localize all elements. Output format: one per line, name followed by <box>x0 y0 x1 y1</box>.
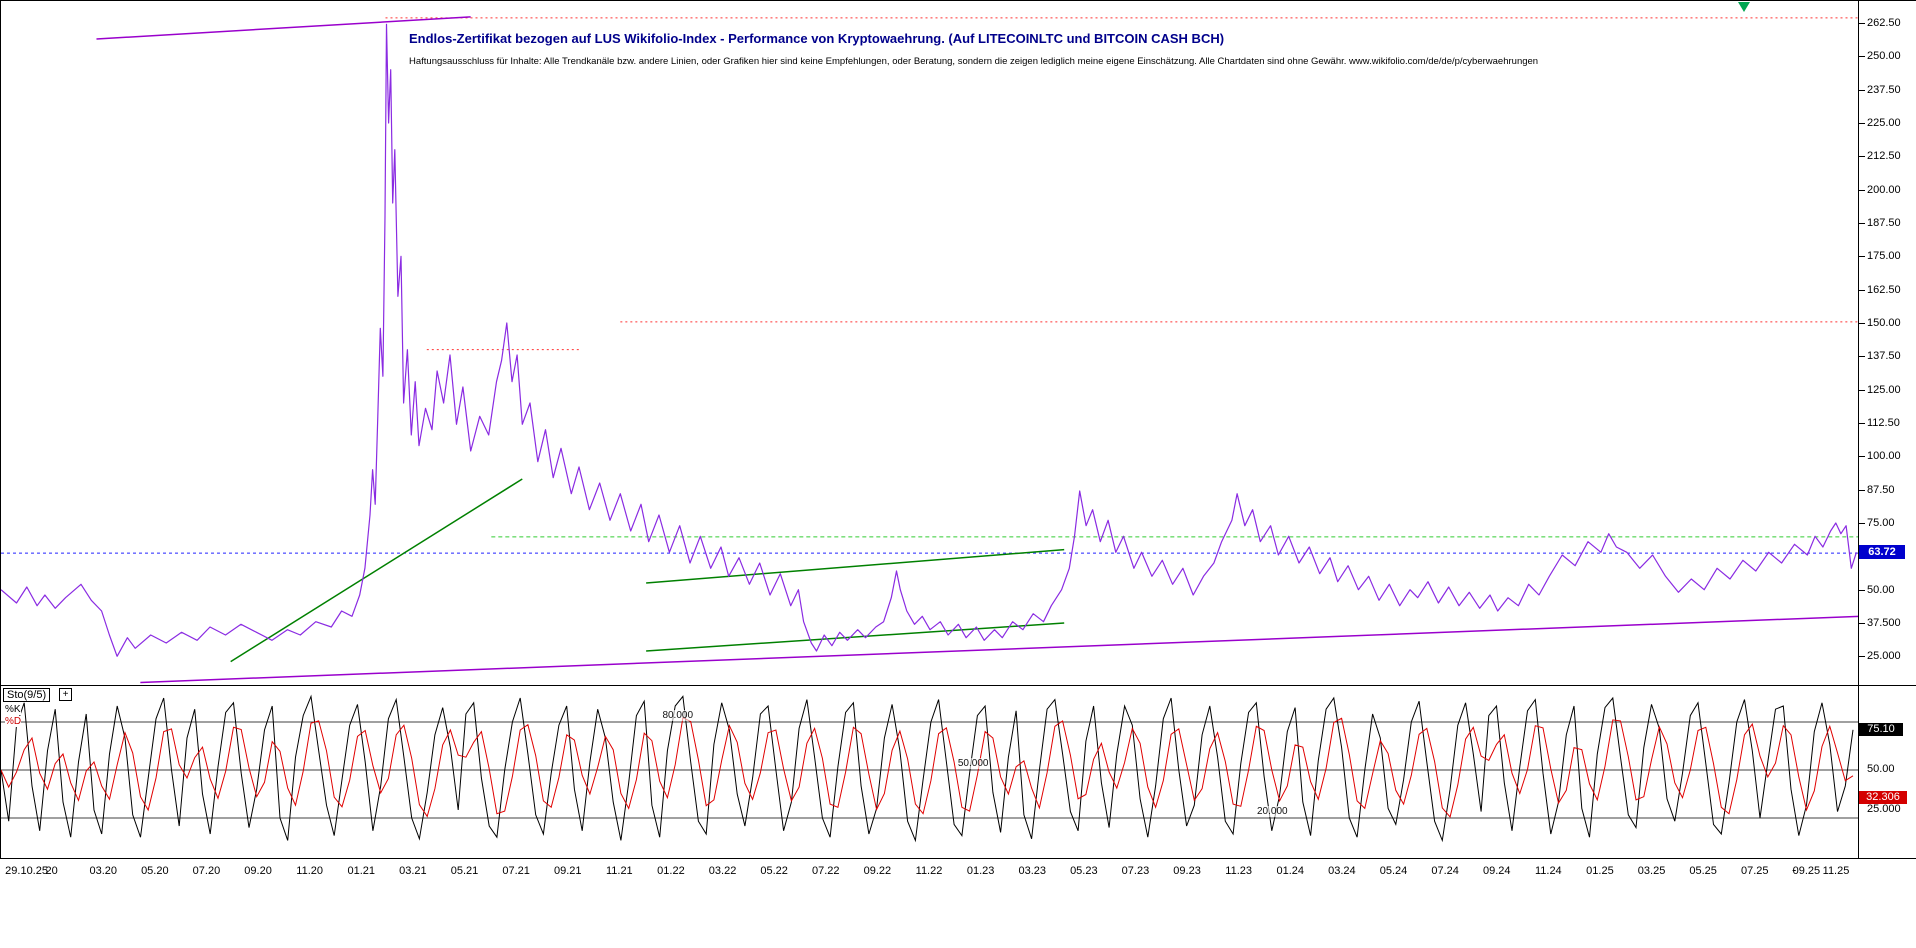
price-axis-label: 225.00 <box>1859 117 1901 129</box>
current-price-badge: 63.72 <box>1859 545 1905 560</box>
time-axis-label: 20 <box>45 865 58 877</box>
percent-k-label: %K <box>5 704 21 715</box>
chart-title: Endlos-Zertifikat bezogen auf LUS Wikifo… <box>409 31 1225 46</box>
time-axis-label: 03.20 <box>89 865 117 877</box>
time-axis-label: 05.20 <box>141 865 169 877</box>
time-axis-label: 05.23 <box>1070 865 1098 877</box>
time-axis-label: 07.20 <box>192 865 221 877</box>
price-axis-label: 125.00 <box>1859 383 1901 396</box>
time-axis-label: 09.21 <box>553 865 582 877</box>
trend-line <box>230 478 523 663</box>
price-axis-label: 137.50 <box>1859 350 1901 363</box>
time-axis-label: 05.21 <box>450 865 479 877</box>
time-axis-label: 11.23 <box>1225 865 1253 877</box>
time-axis-label: 11.22 <box>915 865 943 877</box>
price-axis-label: 75.00 <box>1859 517 1895 529</box>
time-axis-label: 11.21 <box>605 865 633 877</box>
price-axis-label: 162.50 <box>1859 283 1901 296</box>
price-axis-label: 100.00 <box>1859 450 1901 463</box>
trend-line <box>96 16 471 40</box>
stochastic-canvas[interactable] <box>1 686 1859 858</box>
stochastic-axis: 75.10 50.00 32.306 25.000 <box>1858 685 1916 859</box>
price-axis-label: 212.50 <box>1859 150 1901 163</box>
time-axis-label: 11.25 <box>1822 865 1850 877</box>
sto-level-label: 20.000 <box>1257 806 1288 817</box>
time-axis-label: 11.20 <box>296 865 324 877</box>
time-axis-label: 01.22 <box>657 865 685 877</box>
time-axis-label: 03.23 <box>1018 865 1046 877</box>
time-axis-label: 07.24 <box>1431 865 1459 877</box>
time-axis-label: 01.25 <box>1586 865 1614 877</box>
percent-d-label: %D <box>5 716 22 727</box>
trend-line <box>646 622 1065 652</box>
time-axis-label: 11.24 <box>1534 865 1562 877</box>
price-axis-label: 50.00 <box>1859 583 1895 596</box>
price-axis-label: 37.500 <box>1859 617 1901 629</box>
time-axis-label: 29.10.25 <box>5 865 48 877</box>
indicator-expand-button[interactable]: + <box>59 688 72 701</box>
price-axis-label: 175.00 <box>1859 250 1901 263</box>
price-axis-label: 250.00 <box>1859 50 1901 63</box>
sto-axis-label: 50.00 <box>1867 763 1895 775</box>
price-axis-label: 112.50 <box>1859 417 1900 429</box>
time-axis-label: 03.21 <box>399 865 427 877</box>
price-axis-label: 237.50 <box>1859 83 1901 96</box>
sto-value-badge: 75.10 <box>1859 722 1903 736</box>
price-axis-label: 150.00 <box>1859 317 1901 329</box>
price-line-wikifolio-index-performance <box>1 23 1857 657</box>
time-axis-label: 05.24 <box>1379 865 1408 877</box>
sto-level-label: 50.000 <box>957 758 989 769</box>
price-axis-label: 200.00 <box>1859 183 1901 196</box>
price-chart-canvas[interactable] <box>1 1 1859 685</box>
axis-minus-button[interactable]: - <box>1792 862 1797 877</box>
sto-level-label: 80.000 <box>662 710 694 721</box>
time-axis-label: 07.23 <box>1121 865 1150 877</box>
time-axis-label: 01.23 <box>966 865 995 877</box>
stochastic-indicator-button[interactable]: Sto(9/5) <box>3 688 51 702</box>
time-axis-label: 05.22 <box>760 865 788 877</box>
trend-line <box>140 615 1859 684</box>
price-axis-label: 262.50 <box>1859 17 1901 29</box>
time-axis-label: 03.24 <box>1328 865 1356 877</box>
time-axis-label: 05.25 <box>1689 865 1717 877</box>
trend-marker-icon <box>1737 2 1750 12</box>
time-axis-label: 09.24 <box>1482 865 1511 877</box>
percent-k-line <box>1 694 1854 843</box>
time-axis-label: 07.22 <box>812 865 840 877</box>
stochastic-panel[interactable]: Sto(9/5) + %K %D 80.000 50.000 20.000 <box>0 685 1859 859</box>
trend-line <box>646 548 1065 584</box>
price-axis: 63.72 262.50 250.00 237.50 225.00 212.50 200.… <box>1858 1 1916 685</box>
sto-value-badge: 32.306 <box>1859 791 1907 805</box>
time-axis-label: 01.21 <box>347 865 376 877</box>
time-axis-label: 09.20 <box>244 865 272 877</box>
sto-axis-label: 25.000 <box>1867 803 1901 815</box>
time-axis-label: 03.22 <box>708 865 737 877</box>
time-axis-label: 09.25 <box>1792 865 1821 877</box>
percent-d-line <box>1 716 1854 818</box>
time-axis-label: 09.23 <box>1173 865 1201 877</box>
time-axis: - 29.10.25 20 03.20 05.20 07.20 09.20 11.20 01.… <box>0 862 1916 884</box>
chart-disclaimer: Haftungsausschluss für Inhalte: Alle Tre… <box>409 56 1539 67</box>
price-axis-label: 25.000 <box>1859 650 1901 663</box>
time-axis-label: 03.25 <box>1637 865 1666 877</box>
price-axis-label: 87.50 <box>1859 483 1895 496</box>
time-axis-label: 01.24 <box>1276 865 1305 877</box>
time-axis-label: 07.25 <box>1741 865 1769 877</box>
time-axis-label: 09.22 <box>863 865 892 877</box>
main-price-panel[interactable]: Endlos-Zertifikat bezogen auf LUS Wikifo… <box>0 1 1859 685</box>
price-axis-label: 187.50 <box>1859 217 1901 229</box>
time-axis-label: 07.21 <box>502 865 530 877</box>
